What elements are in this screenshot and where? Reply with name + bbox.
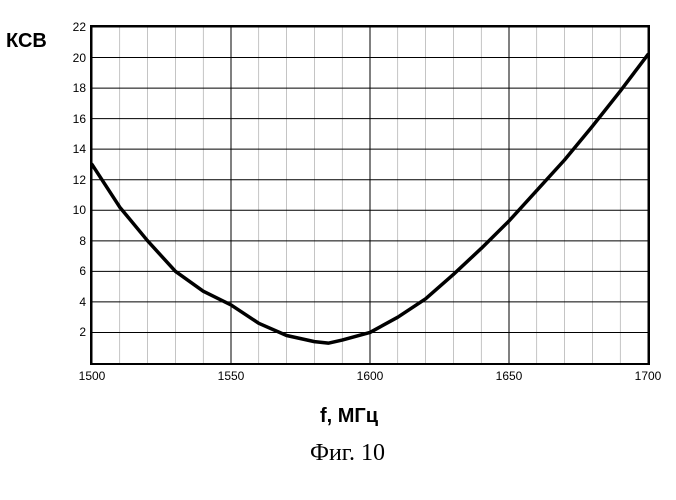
plot-area [90, 25, 650, 365]
figure-caption: Фиг. 10 [310, 440, 385, 467]
tick-label: 4 [79, 295, 86, 309]
tick-label: 1650 [489, 369, 529, 383]
x-axis-label: f, МГц [320, 405, 378, 428]
tick-label: 1700 [628, 369, 668, 383]
tick-label: 12 [73, 173, 86, 187]
tick-label: 8 [79, 234, 86, 248]
y-axis-label: КСВ [6, 30, 47, 53]
tick-label: 18 [73, 81, 86, 95]
tick-label: 6 [79, 264, 86, 278]
tick-label: 16 [73, 112, 86, 126]
tick-label: 14 [73, 142, 86, 156]
figure-container: КСВ f, МГц Фиг. 10 2 4 6 8 10 12 14 16 18 20 22 150… [0, 0, 676, 500]
tick-label: 1500 [72, 369, 112, 383]
tick-label: 1600 [350, 369, 390, 383]
tick-label: 22 [73, 20, 86, 34]
tick-label: 2 [79, 325, 86, 339]
tick-label: 20 [73, 51, 86, 65]
tick-label: 10 [73, 203, 86, 217]
tick-label: 1550 [211, 369, 251, 383]
chart-svg [92, 27, 648, 363]
